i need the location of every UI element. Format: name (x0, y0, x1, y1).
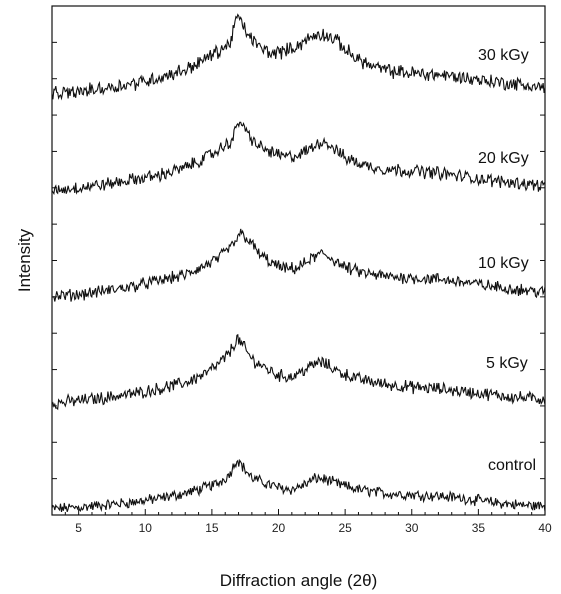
x-tick-label-20: 20 (272, 521, 286, 535)
curves-group (51, 13, 546, 513)
series-label-10-kgy: 10 kGy (478, 255, 529, 272)
x-tick-label-40: 40 (538, 521, 552, 535)
series-labels-group: control 5 kGy 10 kGy 20 kGy 30 kGy (478, 47, 536, 474)
series-line-20-kgy (51, 121, 546, 196)
series-line-30-kgy (51, 13, 546, 101)
x-tick-label-25: 25 (338, 521, 352, 535)
series-line-control (51, 458, 546, 513)
x-tick-label-5: 5 (75, 521, 82, 535)
y-axis-ticks (52, 41, 545, 480)
plot-frame (51, 5, 546, 516)
series-line-5-kgy (51, 333, 546, 411)
x-tick-label-15: 15 (205, 521, 219, 535)
series-label-5-kgy: 5 kGy (486, 355, 528, 372)
series-label-30-kgy: 30 kGy (478, 47, 529, 64)
series-label-20-kgy: 20 kGy (478, 150, 529, 167)
x-axis-ticks: 5 10 15 20 25 30 35 40 (51, 509, 552, 535)
series-line-10-kgy (51, 228, 546, 302)
y-axis-title: Intensity (15, 228, 34, 292)
x-tick-label-10: 10 (139, 521, 153, 535)
x-tick-label-30: 30 (405, 521, 419, 535)
x-tick-label-35: 35 (472, 521, 486, 535)
series-label-control: control (488, 457, 536, 474)
x-axis-title: Diffraction angle (2θ) (220, 571, 378, 590)
